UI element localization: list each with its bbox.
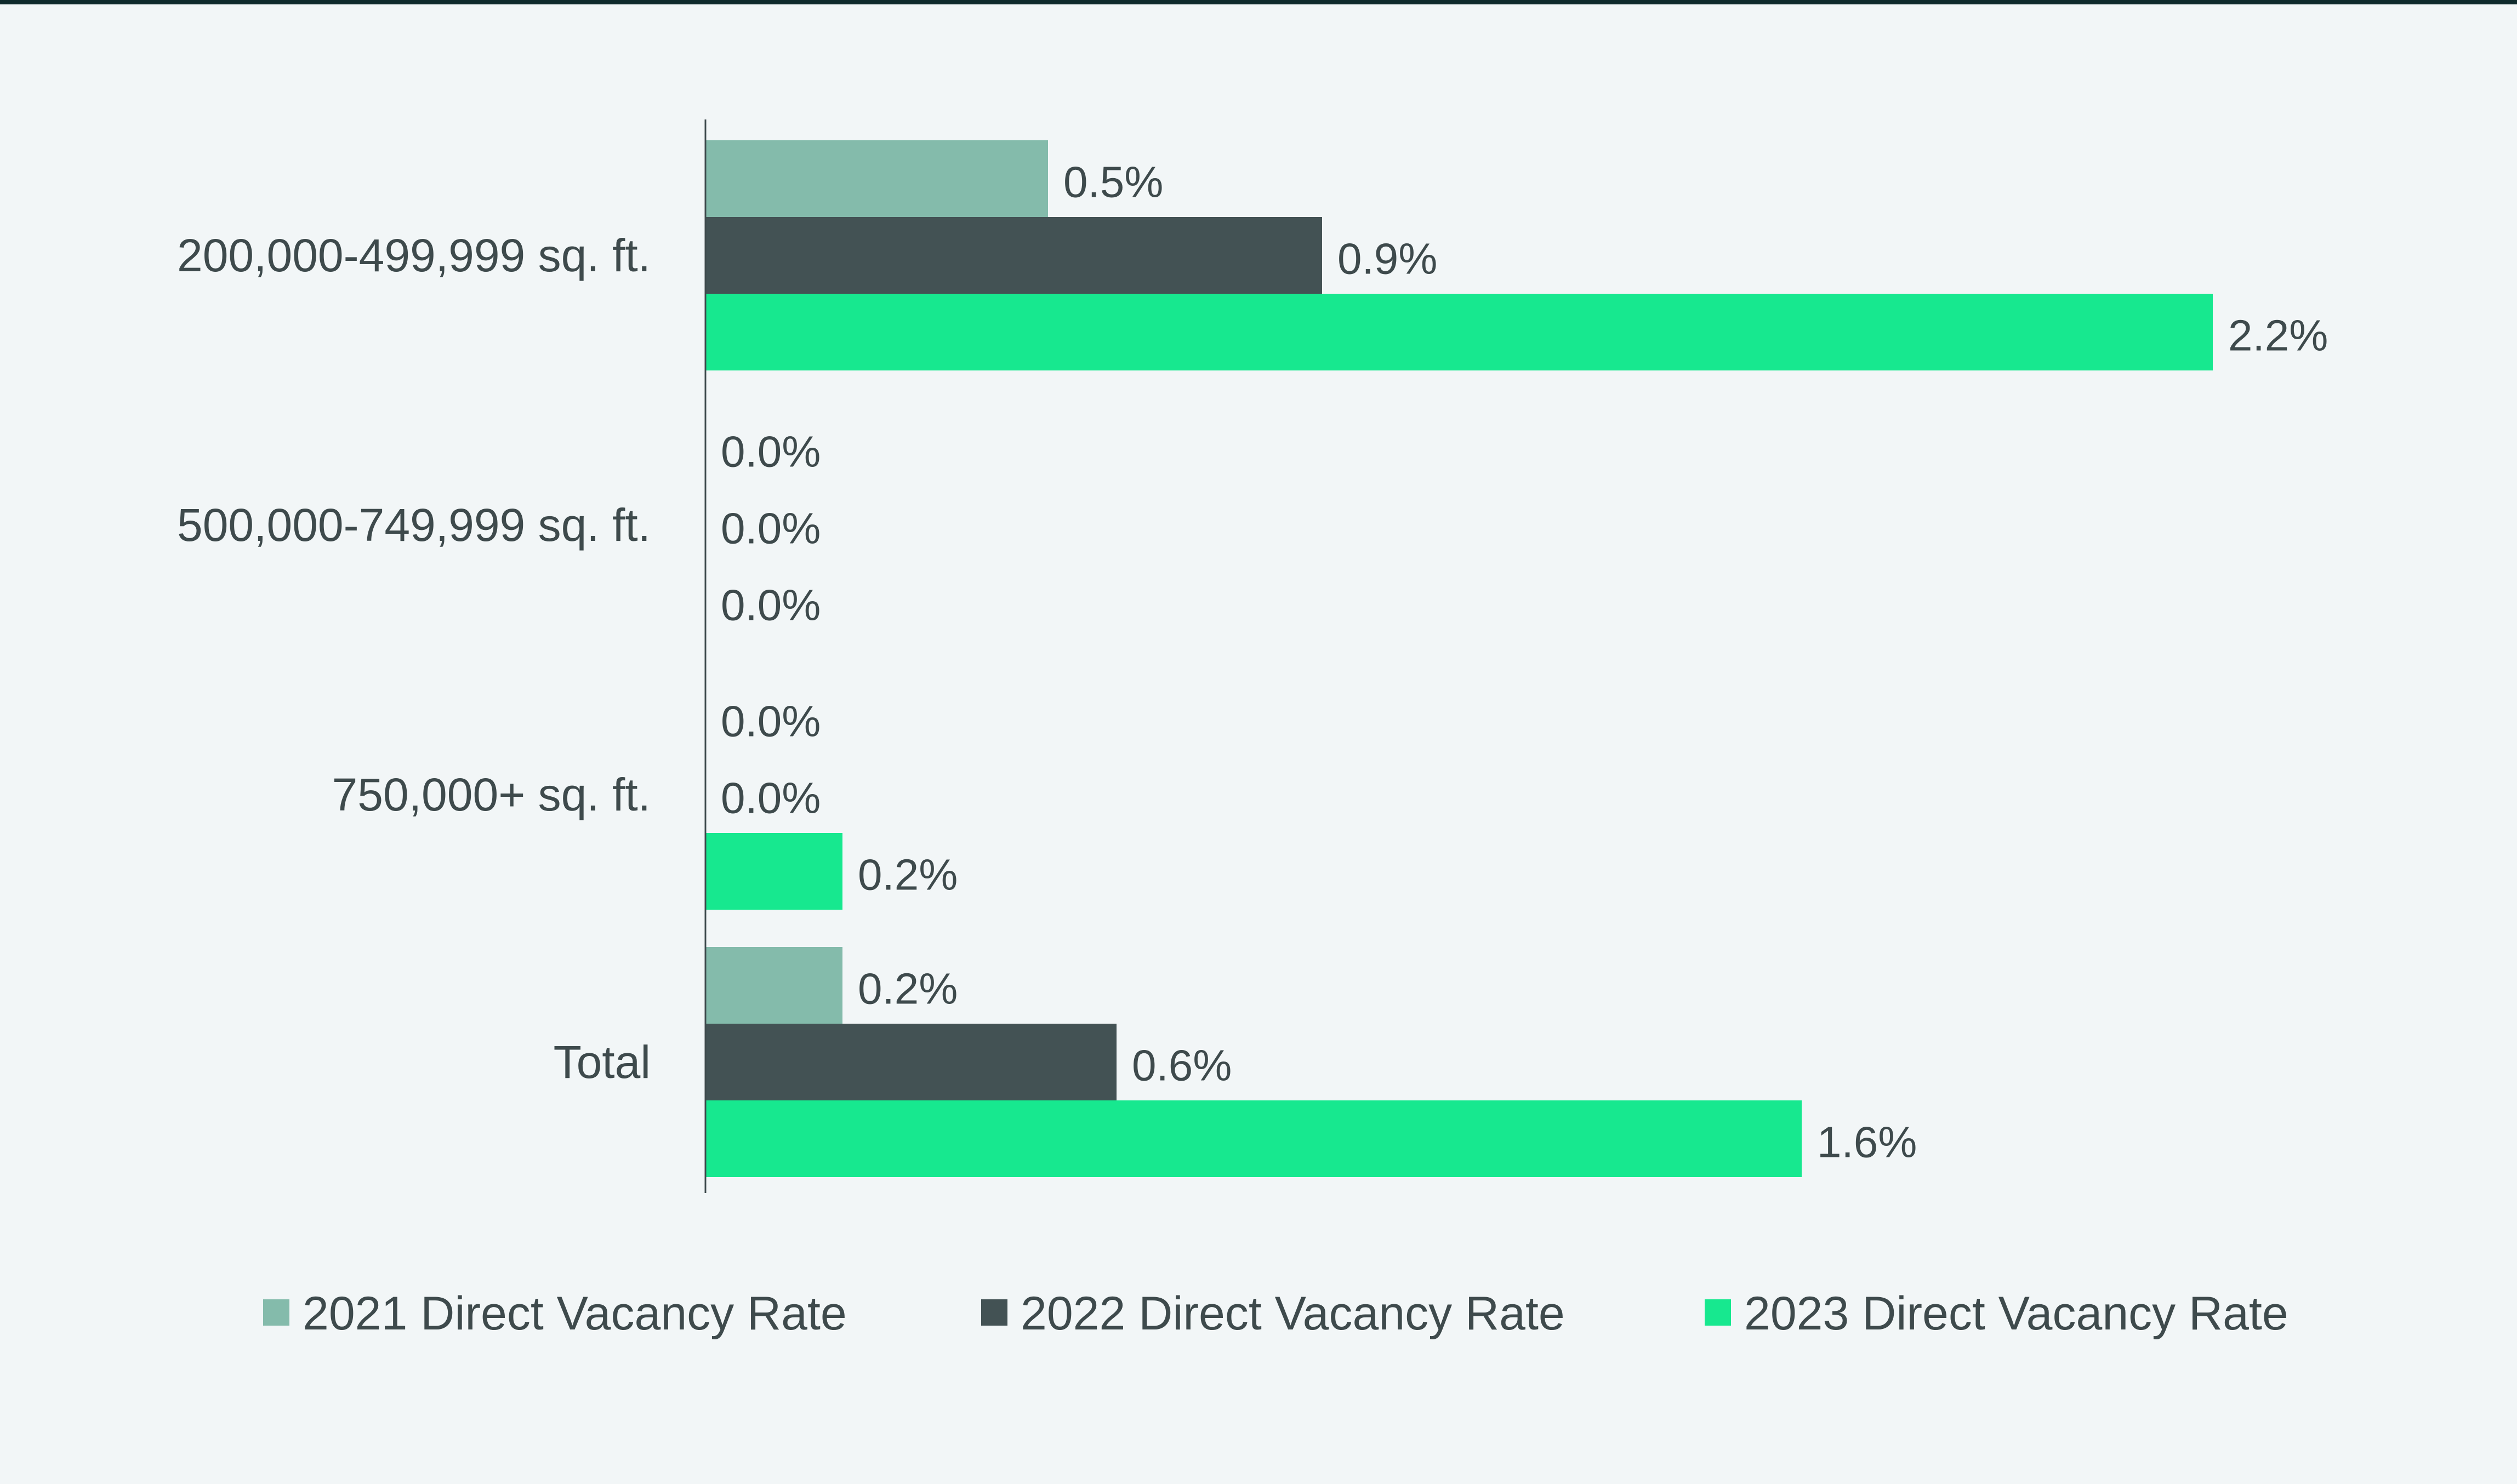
data-label-2022-500-000-749-999-sq-ft: 0.0% [721, 504, 821, 553]
legend-label-2021: 2021 Direct Vacancy Rate [303, 1287, 847, 1340]
legend-label-2023: 2023 Direct Vacancy Rate [1744, 1287, 2288, 1340]
category-label-750-000-sq-ft: 750,000+ sq. ft. [332, 769, 651, 820]
legend-swatch-2021 [263, 1299, 289, 1326]
data-label-2021-500-000-749-999-sq-ft: 0.0% [721, 427, 821, 476]
bar-2022-200-000-499-999-sq-ft [705, 217, 1322, 294]
legend-swatch-2022 [981, 1299, 1007, 1326]
bar-2023-total [705, 1100, 1802, 1177]
bars-layer [705, 140, 2213, 1177]
data-label-2021-200-000-499-999-sq-ft: 0.5% [1063, 158, 1163, 207]
bar-2021-total [705, 947, 842, 1024]
category-label-500-000-749-999-sq-ft: 500,000-749,999 sq. ft. [177, 499, 651, 551]
data-label-2023-500-000-749-999-sq-ft: 0.0% [721, 581, 821, 630]
labels-layer: 200,000-499,999 sq. ft. 0.5% 0.9% 2.2% 500,0… [177, 158, 2328, 1167]
data-label-2023-750-000-sq-ft: 0.2% [858, 851, 958, 899]
bar-2022-total [705, 1024, 1117, 1100]
legend-swatch-2023 [1705, 1299, 1731, 1326]
data-label-2021-total: 0.2% [858, 964, 958, 1013]
data-label-2023-total: 1.6% [1817, 1118, 1917, 1167]
top-rule [0, 0, 2517, 4]
bar-2023-200-000-499-999-sq-ft [705, 294, 2213, 370]
data-label-2022-750-000-sq-ft: 0.0% [721, 774, 821, 823]
category-label-200-000-499-999-sq-ft: 200,000-499,999 sq. ft. [177, 230, 651, 281]
data-label-2022-200-000-499-999-sq-ft: 0.9% [1337, 235, 1437, 283]
category-label-total: Total [554, 1036, 651, 1088]
legend: 2021 Direct Vacancy Rate 2022 Direct Vaca… [263, 1287, 2288, 1340]
bar-2021-200-000-499-999-sq-ft [705, 140, 1048, 217]
data-label-2021-750-000-sq-ft: 0.0% [721, 697, 821, 746]
data-label-2023-200-000-499-999-sq-ft: 2.2% [2228, 311, 2328, 360]
data-label-2022-total: 0.6% [1132, 1041, 1232, 1090]
bar-2023-750-000-sq-ft [705, 833, 842, 910]
legend-label-2022: 2022 Direct Vacancy Rate [1021, 1287, 1565, 1340]
